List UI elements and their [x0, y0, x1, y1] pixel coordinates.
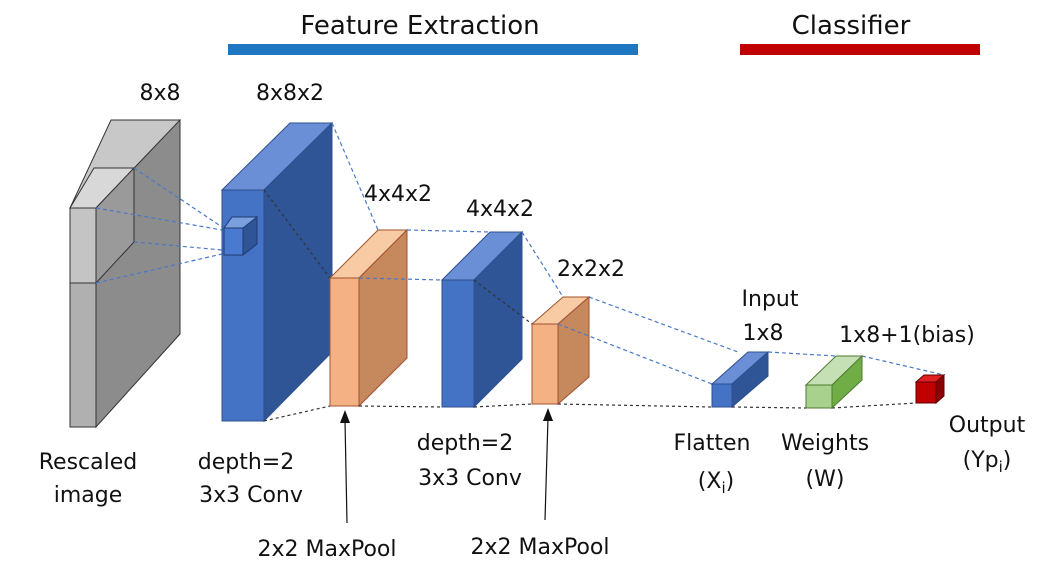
flatten-front [711, 383, 733, 408]
output-caption-line2: (Ypi) [963, 448, 1012, 476]
pool2-dim-label: 2x2x2 [557, 257, 625, 282]
flatten-top-line1: Input [742, 287, 799, 312]
guide-line [831, 402, 917, 409]
conv1-caption-line1: depth=2 [198, 450, 294, 475]
weights-caption-line2: (W) [806, 467, 845, 492]
guide-line [95, 253, 223, 284]
guide-line [133, 241, 223, 251]
output-caption-prefix: (Yp [963, 448, 999, 473]
flatten-caption-prefix: (X [698, 469, 722, 494]
conv1-dim-label: 8x8x2 [256, 81, 324, 106]
flatten-caption-line2: (Xi) [698, 469, 734, 497]
input-image-block [69, 118, 181, 429]
pool1-dim-label: 4x4x2 [364, 182, 432, 207]
guide-line [263, 189, 331, 279]
conv2-caption-line1: depth=2 [417, 431, 513, 456]
guide-line [767, 351, 837, 357]
feature-extraction-bar [228, 44, 638, 55]
weights-block [804, 354, 864, 410]
pool2-front [531, 323, 559, 405]
weights-caption-line1: Weights [781, 431, 869, 456]
flatten-top-line2: 1x8 [742, 321, 783, 346]
conv1-block [220, 121, 334, 423]
guide-line [521, 231, 564, 298]
input-caption-line1: Rescaled [39, 450, 137, 475]
guide-line [473, 403, 533, 408]
pool1-arrow [344, 419, 348, 524]
output-front [915, 381, 937, 404]
pool1-arrowhead [340, 410, 350, 423]
flatten-caption-suffix: ) [726, 469, 735, 494]
pool2-arrow-label: 2x2 MaxPool [470, 535, 609, 560]
weights-front [805, 384, 833, 409]
conv2-dim-label: 4x4x2 [466, 197, 534, 222]
guide-line [331, 122, 379, 231]
guide-line [588, 296, 739, 353]
pool1-block [328, 228, 409, 408]
classifier-bar [740, 44, 980, 55]
feature-extraction-title: Feature Extraction [300, 11, 539, 41]
guide-line [861, 355, 945, 376]
guide-line [557, 403, 713, 408]
classifier-title: Classifier [792, 11, 911, 41]
flatten-caption-sub: i [721, 479, 725, 497]
guide-line [358, 405, 443, 408]
guide-line [133, 167, 223, 228]
guide-line [263, 405, 331, 422]
conv1-caption-line2: 3x3 Conv [199, 483, 303, 508]
pool2-arrowhead [543, 408, 553, 421]
flatten-block [710, 350, 770, 409]
input-patch-front [69, 207, 97, 284]
guide-line [95, 207, 223, 231]
guide-line [406, 229, 491, 233]
pool2-arrow [544, 417, 549, 521]
output-caption-line1: Output [949, 413, 1026, 438]
conv2-caption-line2: 3x3 Conv [418, 466, 522, 491]
input-dim-label: 8x8 [139, 81, 180, 106]
weights-dim-label: 1x8+1(bias) [839, 323, 975, 348]
output-caption-sub: i [999, 458, 1003, 476]
pool1-arrow-label: 2x2 MaxPool [257, 537, 396, 562]
guide-line [731, 406, 807, 409]
pool1-front [329, 277, 360, 407]
conv2-front [441, 279, 475, 408]
pool2-block [530, 295, 591, 406]
conv2-block [440, 230, 524, 409]
output-block [914, 373, 946, 405]
output-caption-suffix: ) [1003, 448, 1012, 473]
guide-line [473, 279, 533, 325]
flatten-caption-line1: Flatten [674, 431, 751, 456]
input-caption-line2: image [54, 483, 123, 508]
conv1-kernel-front [223, 227, 244, 256]
